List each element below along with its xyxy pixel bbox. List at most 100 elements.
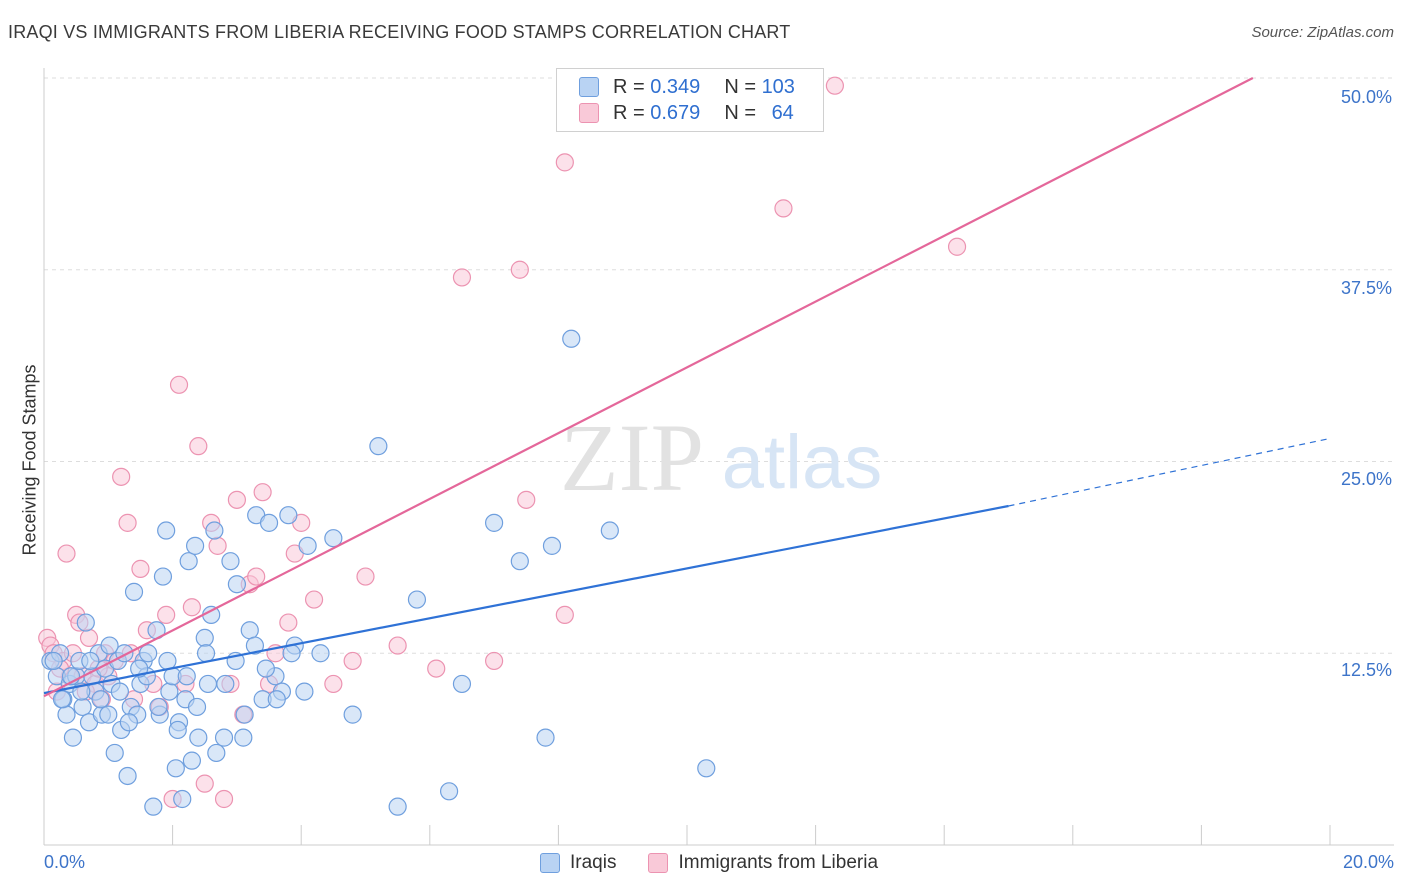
iraqis-n-label: N = <box>724 75 762 98</box>
legend-item-liberia[interactable]: Immigrants from Liberia <box>648 852 878 874</box>
data-point <box>124 582 144 601</box>
data-point <box>555 153 574 172</box>
data-point <box>189 728 208 747</box>
data-point <box>91 690 110 709</box>
data-point <box>388 636 407 655</box>
data-point <box>510 260 529 279</box>
data-point <box>160 682 179 701</box>
data-point <box>44 651 63 671</box>
data-point <box>697 759 716 778</box>
grid-lines <box>44 77 1394 654</box>
data-point <box>139 644 158 663</box>
data-point <box>825 76 844 95</box>
watermark: ZIP atlas <box>560 404 882 511</box>
data-point <box>153 567 173 586</box>
data-point <box>207 743 226 763</box>
x-tick-label: 0.0% <box>44 852 86 872</box>
data-point <box>774 199 793 218</box>
chart-title: IRAQI VS IMMIGRANTS FROM LIBERIA RECEIVI… <box>8 22 791 42</box>
y-axis-label: Receiving Food Stamps <box>19 364 40 556</box>
data-point <box>157 605 176 625</box>
y-tick-label: 12.5% <box>1340 660 1392 680</box>
iraqis-swatch <box>579 77 599 97</box>
data-point <box>536 728 555 747</box>
data-point <box>214 789 234 809</box>
data-point <box>562 329 581 348</box>
data-point <box>169 375 189 394</box>
data-point <box>131 559 150 578</box>
data-point <box>245 636 265 655</box>
data-point <box>198 674 218 694</box>
data-point <box>100 636 119 655</box>
data-point <box>112 467 131 486</box>
legend-row-liberia: R = 0.679 N = 64 <box>579 101 794 125</box>
data-point <box>195 774 214 793</box>
data-point <box>324 529 343 548</box>
trend-line-iraqis-extension <box>1008 437 1331 507</box>
liberia-legend-label: Immigrants from Liberia <box>678 852 879 873</box>
trend-line-liberia <box>43 77 1254 698</box>
data-point <box>119 713 138 732</box>
data-point <box>208 536 227 555</box>
data-point <box>186 536 205 555</box>
data-point <box>343 651 362 671</box>
data-point <box>52 690 72 709</box>
legend-item-iraqis[interactable]: Iraqis <box>540 852 616 874</box>
data-point <box>182 751 201 770</box>
data-point <box>187 697 207 717</box>
liberia-legend-swatch <box>648 853 669 873</box>
data-point <box>234 728 253 747</box>
data-point <box>542 536 562 555</box>
watermark-atlas: atlas <box>722 420 883 505</box>
data-point <box>216 674 235 694</box>
trend-line-iraqis <box>43 504 1009 695</box>
data-point <box>221 552 240 571</box>
data-point <box>227 490 246 509</box>
data-point <box>189 437 208 456</box>
data-point <box>182 598 201 617</box>
data-point <box>439 782 459 801</box>
correlation-legend: R = 0.349 N = 103 R = 0.679 N = 64 <box>556 68 824 132</box>
y-tick-label: 50.0% <box>1340 87 1392 107</box>
data-point <box>947 237 967 256</box>
data-point <box>240 621 259 640</box>
source-credit: Source: ZipAtlas.com <box>1251 24 1394 41</box>
iraqis-legend-swatch <box>540 853 560 873</box>
iraqis-r-label: R = <box>613 75 651 98</box>
data-point <box>99 705 118 724</box>
data-point <box>81 651 100 671</box>
data-point <box>195 628 214 648</box>
data-point <box>227 575 246 594</box>
trend-lines <box>43 77 1331 698</box>
data-point <box>76 613 95 632</box>
series-liberia-points <box>38 76 967 809</box>
data-point <box>73 697 92 717</box>
data-point <box>279 613 298 632</box>
data-point <box>214 728 234 747</box>
data-point <box>179 552 198 571</box>
data-point <box>388 797 407 816</box>
data-point <box>369 437 388 456</box>
data-point <box>173 789 192 809</box>
data-point <box>517 490 536 509</box>
data-point <box>407 590 427 609</box>
liberia-n-label: N = <box>724 101 762 124</box>
data-point <box>110 682 129 701</box>
data-point <box>177 667 196 686</box>
data-point <box>510 552 529 571</box>
data-point <box>343 705 362 724</box>
data-point <box>304 590 324 609</box>
data-point <box>235 705 254 724</box>
data-point <box>158 651 177 671</box>
data-point <box>196 644 216 663</box>
liberia-r-label: R = <box>613 101 651 124</box>
x-tick-label: 20.0% <box>1342 852 1394 872</box>
data-point <box>247 567 266 586</box>
data-point <box>105 743 124 763</box>
data-point <box>452 674 472 694</box>
data-point <box>259 513 279 532</box>
data-point <box>324 674 343 694</box>
data-point <box>600 521 619 540</box>
iraqis-n-value: 103 <box>761 75 795 98</box>
